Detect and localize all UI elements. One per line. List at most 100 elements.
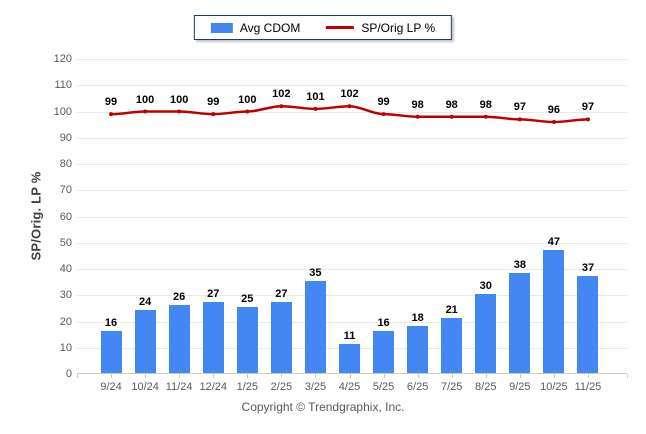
line-value-label: 98 xyxy=(411,98,424,111)
x-axis-tick xyxy=(213,374,215,378)
line-marker xyxy=(211,112,216,117)
bar-value-label: 27 xyxy=(207,288,220,301)
x-axis-tick xyxy=(349,374,351,378)
x-axis-tick xyxy=(281,374,283,378)
line-value-label: 102 xyxy=(340,88,359,101)
x-axis-tick xyxy=(145,374,147,378)
x-tick-label: 8/25 xyxy=(475,381,497,393)
y-tick-label: 120 xyxy=(53,53,72,65)
x-axis-tick xyxy=(587,374,589,378)
bar-value-label: 47 xyxy=(547,235,561,248)
x-axis-tick xyxy=(553,374,555,378)
x-axis-tick xyxy=(417,374,419,378)
y-tick-label: 30 xyxy=(59,289,72,302)
x-tick-label: 10/25 xyxy=(540,381,568,393)
x-axis-tick xyxy=(451,374,453,378)
bar-value-label: 35 xyxy=(309,267,322,280)
bar-value-label: 24 xyxy=(138,296,152,308)
bar-avg-cdom xyxy=(202,302,224,373)
y-tick-label: 70 xyxy=(59,184,72,197)
line-value-label: 99 xyxy=(377,96,390,109)
line-marker xyxy=(279,104,284,109)
bar-avg-cdom xyxy=(168,304,190,373)
x-tick-label: 5/25 xyxy=(372,381,395,393)
bar-value-label: 11 xyxy=(343,330,356,343)
line-value-label: 97 xyxy=(513,101,526,114)
bar-avg-cdom xyxy=(577,275,599,373)
legend-bar-swatch-icon xyxy=(210,22,233,33)
bar-avg-cdom xyxy=(100,331,122,373)
y-tick-label: 10 xyxy=(59,341,72,354)
bar-avg-cdom xyxy=(509,273,531,373)
line-value-label: 96 xyxy=(547,104,561,116)
x-tick-label: 11/25 xyxy=(574,381,602,393)
bar-value-label: 21 xyxy=(445,303,458,316)
line-value-label: 98 xyxy=(445,98,458,111)
bar-avg-cdom xyxy=(270,302,292,373)
line-value-label: 100 xyxy=(169,93,189,106)
x-tick-label: 9/24 xyxy=(100,381,122,393)
gridline xyxy=(77,216,627,218)
gridline xyxy=(77,59,627,60)
x-tick-label: 4/25 xyxy=(338,381,361,393)
line-marker xyxy=(177,109,182,114)
x-tick-label: 11/24 xyxy=(165,381,193,393)
x-axis-tick xyxy=(315,374,317,378)
line-marker xyxy=(347,104,352,109)
bar-value-label: 26 xyxy=(173,290,186,303)
line-series xyxy=(109,104,590,124)
gridline xyxy=(77,321,627,323)
bar-avg-cdom xyxy=(304,281,326,373)
x-tick-label: 9/25 xyxy=(509,381,531,393)
bar-avg-cdom xyxy=(134,310,156,373)
bar-value-label: 37 xyxy=(581,261,595,274)
x-tick-label: 1/25 xyxy=(236,381,259,393)
gridline xyxy=(77,85,627,87)
gridline xyxy=(77,269,627,270)
legend-line-swatch-icon xyxy=(326,26,355,29)
x-axis-tick xyxy=(179,374,181,378)
x-tick-label: 3/25 xyxy=(304,381,327,393)
x-tick-label: 10/24 xyxy=(131,381,159,393)
y-tick-label: 90 xyxy=(59,131,72,144)
x-tick-label: 2/25 xyxy=(270,381,293,393)
bar-avg-cdom xyxy=(373,331,395,373)
bar-avg-cdom xyxy=(543,249,565,373)
bar-value-label: 16 xyxy=(104,317,118,329)
line-marker xyxy=(449,114,454,119)
x-tick-label: 7/25 xyxy=(440,381,463,393)
x-axis-line xyxy=(77,373,627,374)
legend-item-sp-orig-lp: SP/Orig LP % xyxy=(326,21,435,35)
y-tick-label: 40 xyxy=(59,263,72,275)
x-tick-label: 6/25 xyxy=(406,381,429,393)
bar-value-label: 16 xyxy=(377,317,390,329)
line-marker xyxy=(415,114,420,119)
gridline xyxy=(77,190,627,192)
legend-item-avg-cdom: Avg CDOM xyxy=(210,21,300,35)
x-axis-tick xyxy=(77,374,78,378)
gridline xyxy=(77,137,627,139)
line-marker xyxy=(483,114,488,119)
line-marker xyxy=(313,106,318,111)
plot-area: 99 100 100 99 100 102 101 102 99 98 98 98 97 96 97 16 2… xyxy=(77,59,628,378)
y-tick-label: 100 xyxy=(53,105,72,118)
line-value-label: 99 xyxy=(207,96,220,109)
line-marker xyxy=(551,120,556,124)
y-tick-label: 110 xyxy=(54,79,72,92)
line-value-label: 100 xyxy=(238,93,257,106)
line-value-label: 101 xyxy=(306,90,325,103)
gridline xyxy=(77,242,627,244)
line-value-label: 102 xyxy=(272,88,291,101)
line-value-label: 97 xyxy=(581,101,595,114)
x-axis-tick xyxy=(247,374,249,378)
line-value-label: 98 xyxy=(479,98,492,111)
line-marker xyxy=(381,112,386,117)
x-axis-tick xyxy=(519,374,521,378)
line-marker xyxy=(585,117,590,122)
x-axis-tick xyxy=(627,374,628,378)
line-marker xyxy=(245,109,250,114)
x-axis-tick xyxy=(485,374,487,378)
bar-value-label: 27 xyxy=(275,288,288,301)
bar-avg-cdom xyxy=(475,294,497,373)
